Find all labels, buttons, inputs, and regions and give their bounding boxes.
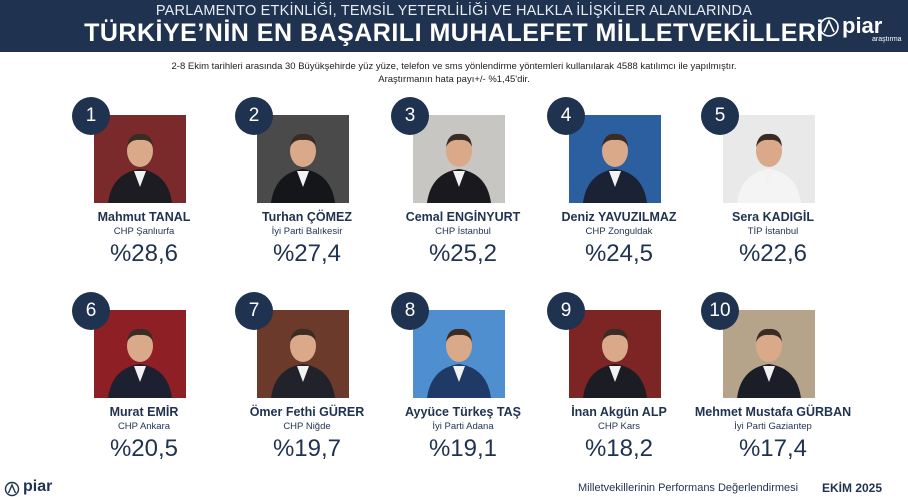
method-line-1: 2-8 Ekim tarihleri arasında 30 Büyükşehi… — [171, 61, 737, 72]
deputy-card: 3 Cemal ENGİNYURT CHP İstanbul %25,2 — [391, 97, 553, 287]
deputy-percentage: %19,1 — [428, 435, 498, 462]
deputy-photo — [569, 115, 661, 203]
deputy-percentage: %20,5 — [109, 435, 179, 462]
rank-badge: 6 — [72, 292, 110, 330]
deputy-name: Cemal ENGİNYURT — [405, 210, 521, 224]
deputy-photo — [723, 310, 815, 398]
page-title: TÜRKİYE’NİN EN BAŞARILI MUHALEFET MİLLET… — [84, 19, 824, 47]
deputy-name: Deniz YAVUZILMAZ — [561, 210, 677, 224]
piar-logo-text: piar — [842, 13, 883, 38]
deputy-party: CHP İstanbul — [435, 226, 491, 237]
deputy-party: CHP Şanlıurfa — [113, 226, 175, 237]
deputy-card: 7 Ömer Fethi GÜRER CHP Niğde %19,7 — [235, 292, 397, 482]
deputy-portrait-icon — [569, 115, 661, 203]
deputy-percentage: %18,2 — [584, 435, 654, 462]
header-banner: PARLAMENTO ETKİNLİĞİ, TEMSİL YETERLİLİĞİ… — [0, 0, 908, 52]
deputy-name: Turhan ÇÖMEZ — [261, 210, 353, 224]
deputy-portrait-icon — [413, 310, 505, 398]
deputy-party: CHP Kars — [597, 421, 641, 432]
header-subtitle: PARLAMENTO ETKİNLİĞİ, TEMSİL YETERLİLİĞİ… — [155, 3, 753, 19]
deputy-party: CHP Ankara — [117, 421, 171, 432]
deputy-card: 10 Mehmet Mustafa GÜRBAN İyi Parti Gaziant… — [695, 292, 863, 482]
deputy-name: Mehmet Mustafa GÜRBAN — [694, 405, 852, 419]
deputy-party: CHP Zonguldak — [585, 226, 653, 237]
deputy-portrait-icon — [94, 115, 186, 203]
rank-badge: 8 — [391, 292, 429, 330]
deputy-photo — [94, 115, 186, 203]
piar-logo-subtext: araştırma — [872, 36, 902, 43]
method-line-2: Araştırmanın hata payı+/- %1,45'dir. — [378, 74, 530, 85]
deputy-party: İyi Parti Balıkesir — [271, 226, 343, 237]
footer-piar-logo-icon — [4, 481, 20, 497]
deputy-photo — [569, 310, 661, 398]
deputy-card: 8 Ayyüce Türkeş TAŞ İyi Parti Adana %19,1 — [391, 292, 553, 482]
rank-badge: 4 — [547, 97, 585, 135]
deputy-photo — [257, 310, 349, 398]
deputy-card: 5 Sera KADIGİL TİP İstanbul %22,6 — [701, 97, 863, 287]
piar-logo-icon — [819, 17, 839, 37]
deputy-portrait-icon — [569, 310, 661, 398]
footer-text: Milletvekillerinin Performans Değerlendi… — [578, 482, 799, 494]
deputy-portrait-icon — [257, 310, 349, 398]
deputy-percentage: %25,2 — [428, 240, 498, 267]
rank-badge: 7 — [235, 292, 273, 330]
deputy-percentage: %17,4 — [738, 435, 808, 462]
rank-badge: 2 — [235, 97, 273, 135]
deputy-portrait-icon — [413, 115, 505, 203]
deputy-photo — [413, 310, 505, 398]
deputy-name: Sera KADIGİL — [732, 210, 814, 224]
deputy-portrait-icon — [723, 115, 815, 203]
deputy-percentage: %24,5 — [584, 240, 654, 267]
deputy-card: 2 Turhan ÇÖMEZ İyi Parti Balıkesir %27,4 — [235, 97, 397, 287]
deputy-party: İyi Parti Adana — [432, 421, 494, 432]
deputy-percentage: %27,4 — [272, 240, 342, 267]
footer-logo-text: piar — [23, 478, 53, 495]
deputy-name: Ayyüce Türkeş TAŞ — [404, 405, 521, 419]
deputy-photo — [94, 310, 186, 398]
rank-badge: 3 — [391, 97, 429, 135]
deputy-name: Murat EMİR — [109, 405, 179, 419]
deputy-photo — [413, 115, 505, 203]
deputy-photo — [257, 115, 349, 203]
deputy-photo — [723, 115, 815, 203]
deputy-percentage: %28,6 — [109, 240, 179, 267]
deputy-card: 1 Mahmut TANAL CHP Şanlıurfa %28,6 — [72, 97, 234, 287]
rank-badge: 5 — [701, 97, 739, 135]
deputy-card: 6 Murat EMİR CHP Ankara %20,5 — [72, 292, 234, 482]
deputy-name: Ömer Fethi GÜRER — [249, 405, 365, 419]
footer-piar-logo: piar — [4, 478, 74, 497]
deputy-percentage: %22,6 — [738, 240, 808, 267]
rank-badge: 9 — [547, 292, 585, 330]
deputy-percentage: %19,7 — [272, 435, 342, 462]
deputy-name: İnan Akgün ALP — [571, 405, 667, 419]
deputy-card: 9 İnan Akgün ALP CHP Kars %18,2 — [547, 292, 709, 482]
deputy-portrait-icon — [257, 115, 349, 203]
piar-logo: piar araştırma — [818, 13, 902, 44]
deputy-name: Mahmut TANAL — [97, 210, 191, 224]
deputy-portrait-icon — [94, 310, 186, 398]
rank-badge: 1 — [72, 97, 110, 135]
footer-date: EKİM 2025 — [822, 481, 883, 495]
deputy-party: TİP İstanbul — [747, 226, 799, 237]
deputy-portrait-icon — [723, 310, 815, 398]
deputy-party: İyi Parti Gaziantep — [734, 421, 812, 432]
deputy-party: CHP Niğde — [283, 421, 331, 432]
deputy-card: 4 Deniz YAVUZILMAZ CHP Zonguldak %24,5 — [547, 97, 709, 287]
rank-badge: 10 — [701, 292, 739, 330]
method-note: 2-8 Ekim tarihleri arasında 30 Büyükşehi… — [0, 60, 908, 86]
